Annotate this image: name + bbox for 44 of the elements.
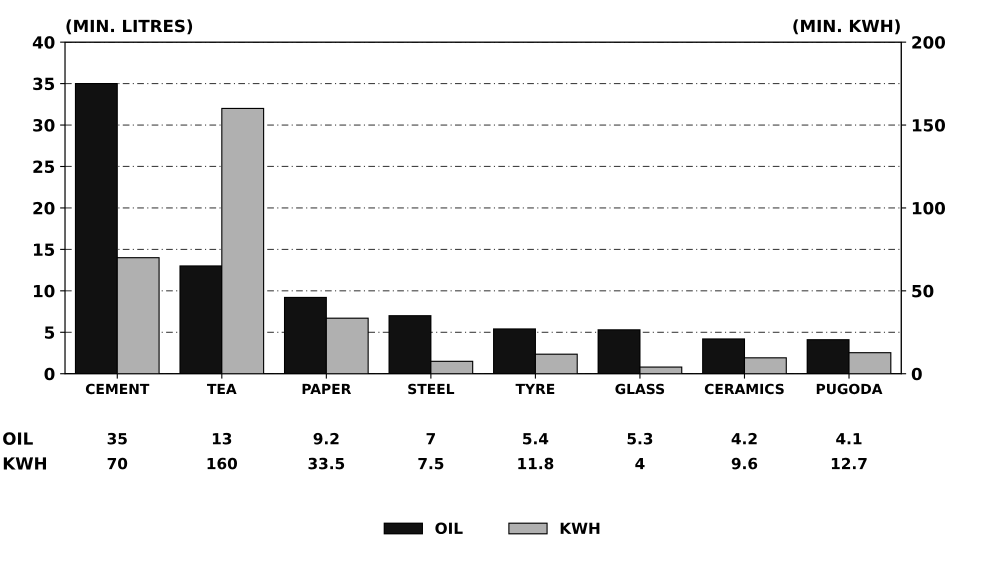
data-label: 4.2 [732,432,757,444]
y-tick-label: 35 [33,78,54,90]
y-tick-label: 20 [33,202,54,215]
y2-axis-title: (MIN. KWH) [793,19,900,34]
data-label: 5.4 [523,433,548,444]
y-tick-label: 5 [44,326,54,339]
y-tick-label: 10 [34,284,54,298]
legend-label: KWH [560,522,600,534]
y2-tick-label: 100 [912,202,945,215]
y-tick-label: 25 [33,160,54,174]
x-tick-label: PUGODA [816,384,882,394]
y2-tick-label: 200 [912,36,945,49]
x-tick-label: STEEL [408,384,454,394]
text: OIL [3,432,33,445]
y2-tick-label: 150 [912,119,945,132]
data-label: 7 [426,433,435,444]
y2-tick-label: 50 [912,284,934,298]
y2-tick-label: 0 [912,368,922,380]
data-label: 7.5 [418,458,444,470]
data-label: 160 [208,458,238,470]
y-tick-label: 30 [33,119,54,132]
data-label: 12.7 [832,458,867,470]
y-tick-label: 15 [34,244,54,256]
data-label: 9.6 [732,458,758,470]
data-label: 33.5 [308,458,344,470]
data-label: 70 [108,458,128,470]
x-tick-label: TYRE [516,384,554,394]
x-tick-label: GLASS [615,384,664,394]
data-label: 4.1 [836,433,862,444]
data-label: 9.2 [314,432,339,444]
data-label: 11.8 [518,458,554,470]
data-label: 5.3 [628,432,652,444]
x-tick-label: PAPER [302,384,352,394]
y-tick-label: 0 [44,368,54,380]
x-tick-label: CERAMICS [704,384,784,394]
x-tick-label: CEMENT [86,384,150,394]
y-tick-label: 40 [32,36,54,49]
x-tick-label: TEA [207,384,237,394]
data-label: 13 [212,432,232,444]
y-axis-title: (MIN. LITRES) [66,19,192,34]
text: KWH [4,457,46,470]
data-label: 35 [108,432,127,444]
legend-label: OIL [435,522,463,534]
data-label: 4 [635,458,645,470]
